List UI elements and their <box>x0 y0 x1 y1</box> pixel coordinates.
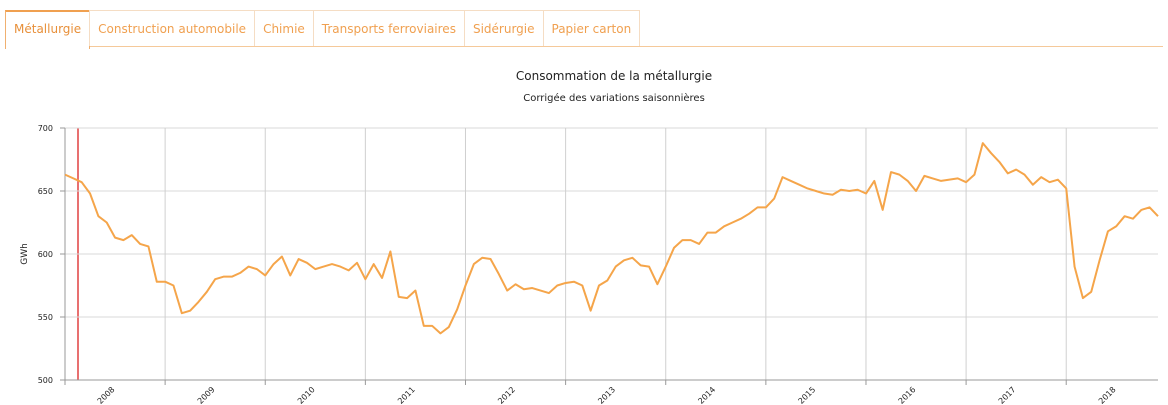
x-tick-label: 2014 <box>696 385 717 405</box>
x-tick-label: 2016 <box>897 385 918 405</box>
x-tick-label: 2011 <box>396 385 417 405</box>
x-tick-label: 2012 <box>496 385 517 405</box>
y-tick-label: 500 <box>38 376 53 385</box>
chart-subtitle: Corrigée des variations saisonnières <box>523 92 705 104</box>
x-tick-label: 2010 <box>296 385 317 405</box>
chart-title: Consommation de la métallurgie <box>516 69 712 83</box>
tab[interactable]: Construction automobile <box>89 10 256 46</box>
y-axis-label: GWh <box>20 243 30 265</box>
tab[interactable]: Chimie <box>254 10 314 46</box>
x-tick-label: 2015 <box>797 385 818 405</box>
y-tick-label: 600 <box>38 250 53 259</box>
y-tick-label: 700 <box>38 124 53 133</box>
tab[interactable]: Papier carton <box>542 10 641 46</box>
tab[interactable]: Métallurgie <box>5 10 91 49</box>
x-tick-label: 2009 <box>196 385 217 405</box>
x-tick-label: 2013 <box>596 385 617 405</box>
tab[interactable]: Sidérurgie <box>463 10 544 46</box>
x-tick-label: 2017 <box>997 385 1018 405</box>
x-tick-label: 2018 <box>1097 385 1118 405</box>
data-line <box>64 142 1159 335</box>
y-tick-label: 650 <box>38 187 53 196</box>
tab-bar: Métallurgie Construction automobile Chimie… <box>5 10 1163 49</box>
x-tick-label: 2008 <box>96 385 117 405</box>
y-tick-label: 550 <box>38 313 53 322</box>
tab[interactable]: Transports ferroviaires <box>312 10 465 46</box>
